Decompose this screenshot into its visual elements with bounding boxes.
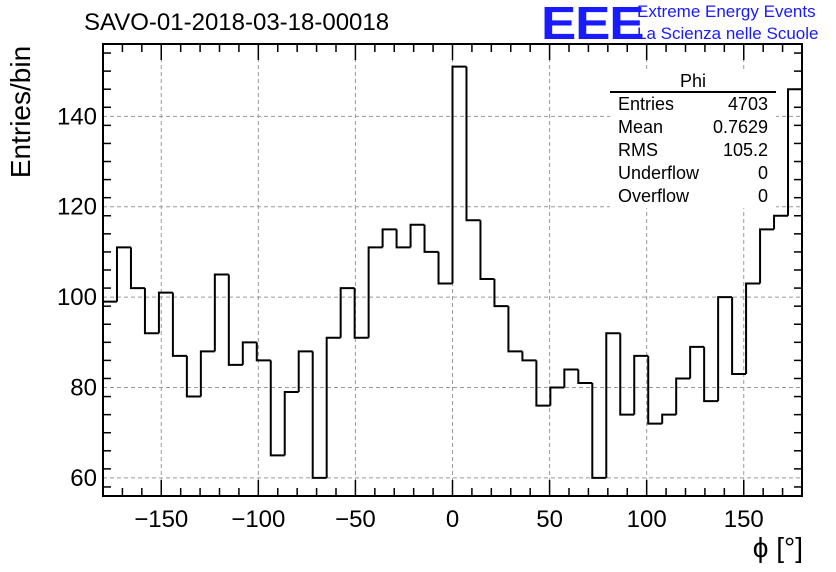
histogram-bin <box>143 288 159 335</box>
logo-line-1: Extreme Energy Events <box>637 2 816 21</box>
stats-label: Entries <box>618 94 675 114</box>
histogram-bin <box>339 287 355 338</box>
histogram-bin <box>381 228 397 248</box>
histogram-bin <box>493 279 509 308</box>
histogram-bin <box>297 350 313 393</box>
histogram-bin <box>759 228 775 284</box>
histogram-bin <box>731 297 747 375</box>
histogram-bin <box>199 350 215 397</box>
histogram-bin <box>619 333 635 416</box>
histogram-bin <box>409 223 425 248</box>
stats-value: 0 <box>757 186 768 206</box>
y-tick-label: 120 <box>57 194 97 221</box>
x-tick-label: −50 <box>335 506 376 533</box>
histogram-bin <box>521 351 537 362</box>
histogram-bin <box>563 368 579 388</box>
stats-row-rms: RMS 105.2 <box>610 139 776 162</box>
y-tick-label: 60 <box>70 465 97 492</box>
histogram-bin <box>241 341 257 365</box>
histogram-bin <box>395 229 411 249</box>
y-tick-label: 140 <box>57 103 97 130</box>
histogram-bin <box>507 306 523 353</box>
stats-label: Mean <box>618 117 664 137</box>
histogram-bin <box>745 282 761 374</box>
x-tick-label: 50 <box>536 506 563 533</box>
histogram-bin <box>255 342 271 362</box>
histogram-bin <box>479 220 495 281</box>
histogram-bin <box>129 247 145 290</box>
stats-row-overflow: Overflow 0 <box>610 185 776 208</box>
histogram-bin <box>535 360 551 407</box>
stats-row-underflow: Underflow 0 <box>610 162 776 185</box>
histogram-bin <box>157 291 173 334</box>
stats-label: Underflow <box>618 163 700 183</box>
histogram-bin <box>325 336 341 478</box>
histogram-bin <box>311 351 327 479</box>
stats-box: Phi Entries 4703 Mean 0.7629 RMS 105.2 U… <box>610 71 776 208</box>
x-axis-label: ϕ [°] <box>752 532 803 563</box>
stats-row-entries: Entries 4703 <box>610 93 776 116</box>
x-tick-label: 0 <box>446 506 459 533</box>
histogram-bin <box>465 66 481 222</box>
eee-logo: EEE <box>541 0 645 49</box>
histogram-bin <box>703 346 719 403</box>
x-tick-label: −150 <box>134 506 188 533</box>
x-tick-label: 100 <box>627 506 667 533</box>
histogram-bin <box>451 65 467 284</box>
stats-row-mean: Mean 0.7629 <box>610 116 776 139</box>
stats-value: 0 <box>757 163 768 183</box>
histogram-bin <box>213 273 229 352</box>
stats-label: RMS <box>618 140 658 160</box>
histogram-bin <box>269 360 285 457</box>
histogram-bin <box>115 246 131 302</box>
tick-labels: −150 −100 −50 0 50 100 150 60 80 100 120 140 <box>57 103 764 533</box>
histogram-bin <box>437 251 453 285</box>
histogram-bin <box>423 224 439 253</box>
histogram-bin <box>227 274 243 366</box>
logo-line-2: La Scienza nelle Scuole <box>637 24 819 43</box>
histogram-bin <box>633 354 649 415</box>
histogram-bars <box>103 65 802 479</box>
histogram-bin <box>549 386 565 406</box>
stats-value: 105.2 <box>722 140 768 160</box>
y-axis-label: Entries/bin <box>5 45 36 179</box>
y-tick-label: 100 <box>57 284 97 311</box>
histogram-bin <box>283 391 299 456</box>
histogram-bin <box>591 383 607 479</box>
stats-label: Overflow <box>618 186 690 206</box>
y-tick-label: 80 <box>70 375 97 402</box>
histogram-bin <box>171 292 187 357</box>
histogram-bin <box>689 345 705 379</box>
histogram-bin <box>773 214 789 230</box>
histogram-bin <box>661 413 677 424</box>
histogram-bin <box>787 88 802 216</box>
histogram-bin <box>717 296 733 402</box>
histogram-bin <box>605 332 621 478</box>
histogram-bin <box>675 377 691 415</box>
histogram-bin <box>647 355 663 425</box>
histogram-bin <box>577 369 593 384</box>
histogram-bin <box>353 288 369 339</box>
stats-title: Phi <box>610 71 776 93</box>
axis-ticks <box>102 44 803 496</box>
histogram-bin <box>367 246 383 338</box>
run-title: SAVO-01-2018-03-18-00018 <box>84 9 390 36</box>
stats-value: 4703 <box>727 94 768 114</box>
histogram-bin <box>185 355 201 398</box>
x-tick-label: 150 <box>724 506 764 533</box>
x-tick-label: −100 <box>231 506 285 533</box>
stats-value: 0.7629 <box>712 117 768 137</box>
